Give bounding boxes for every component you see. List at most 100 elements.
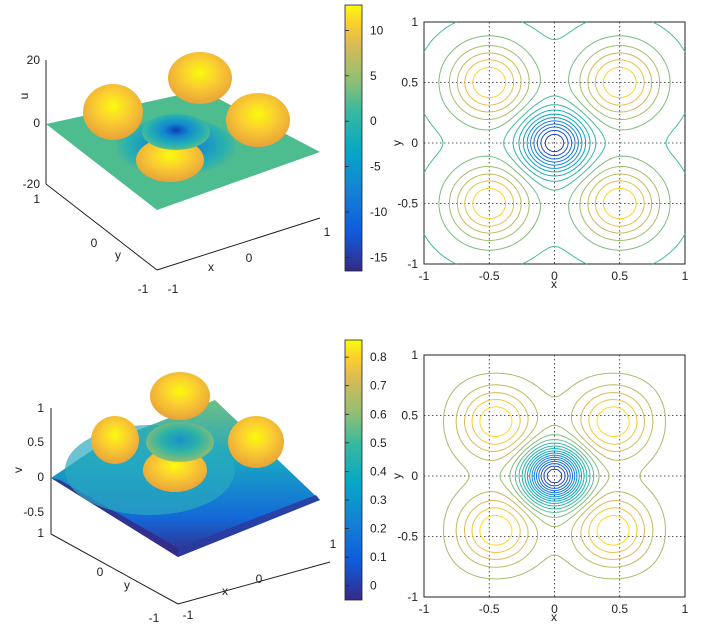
contour-u-ylabel: y [390,140,404,146]
contour-line [438,35,671,251]
y-tick-label: 0 [411,136,418,150]
contour-line [456,52,653,234]
surface-v-ytick: 1 [37,526,44,540]
surface-u-zlabel: u [17,93,31,100]
contour-v-lines [443,372,666,580]
contour-line [526,117,583,169]
y-tick-label: -1 [407,257,418,271]
colorbar-tick-label: -5 [370,160,381,174]
colorbar-tick-label: 0.7 [370,379,387,393]
colorbar-tick-label: -15 [370,250,388,264]
contour-plot-u: -1 -0.5 0 0.5 1 1 0.5 0 -0.5 -1 x y [390,15,689,291]
x-tick-label: -0.5 [479,269,500,283]
contour-line [526,450,583,502]
contour-line [521,445,588,507]
contour-v-ylabel: y [390,473,404,479]
surface-u-box [45,60,321,271]
colorbar-tick-label: 0.3 [370,493,387,507]
contour-line [443,372,666,580]
y-tick-label: 0.5 [401,76,418,90]
contour-line [479,406,630,546]
x-tick-label: 0.5 [611,269,628,283]
surface-v-ztick: 1 [37,401,44,415]
x-tick-label: 0 [551,269,558,283]
contour-v-xlabel: x [551,610,557,624]
contour-line [544,133,565,153]
contour-u-xlabel: x [551,277,557,291]
surface-v-ylabel: y [124,578,130,592]
surface-u-xtick: -1 [168,282,179,296]
contour-line [522,113,587,173]
colorbar-tick-label: 0.5 [370,436,387,450]
colorbar-tick-label: 0.8 [370,350,387,364]
colorbar-tick-label: 0 [370,579,377,593]
x-tick-label: 1 [682,602,689,616]
y-tick-label: 0 [411,469,418,483]
x-tick-label: -0.5 [479,602,500,616]
surface-u-ytick: 0 [91,236,98,250]
y-tick-label: -0.5 [397,530,418,544]
contour-line [448,45,661,241]
contour-u-lines [423,21,686,265]
surface-u-ztick: 20 [27,53,41,67]
surface-u-ylabel: y [115,248,121,262]
surface-v-ytick: 0 [97,565,104,579]
contour-line [543,465,566,487]
surface-plot-v: v 1 0.5 0 -0.5 1 0 -1 y -1 0 1 x [11,372,337,625]
x-tick-label: 0 [551,602,558,616]
contour-line [518,442,591,510]
contour-line [536,126,573,160]
contour-line [538,460,571,492]
surface-v-xtick: -1 [183,608,194,622]
x-tick-label: -1 [419,269,430,283]
surface-v-xtick: 1 [330,537,337,551]
contour-line [518,109,591,177]
contour-line [533,456,576,496]
contour-line [531,454,578,498]
y-tick-label: 1 [411,348,418,362]
contour-v-grid [424,355,685,597]
contour-line [535,458,574,494]
contour-line [464,59,645,227]
surface-plot-u: u 20 0 -20 1 0 -1 y -1 0 1 x [17,52,331,296]
y-tick-label: -1 [407,590,418,604]
contour-line [472,66,637,220]
surface-v-xlabel: x [222,584,228,598]
colorbar-tick-label: 0 [370,114,377,128]
contour-line [530,120,579,166]
contour-u-ticks: -1 -0.5 0 0.5 1 1 0.5 0 -0.5 -1 [397,15,688,283]
contour-line [540,463,569,489]
surface-u-ytick: 1 [33,192,40,206]
surface-v [51,372,320,557]
colorbar-tick-label: 10 [370,23,384,37]
contour-line [464,392,645,560]
contour-line [529,452,580,500]
contour-line [533,123,576,163]
contour-line [546,468,563,484]
contour-u-grid [424,22,685,264]
contour-line [509,434,600,518]
surface-v-zlabel: v [11,467,25,473]
colorbar-tick-label: 0.1 [370,550,387,564]
surface-u-xtick: 1 [324,225,331,239]
x-tick-label: -1 [419,602,430,616]
contour-line [471,399,638,553]
colorbar-v: 0.8 0.7 0.6 0.5 0.4 0.3 0.2 0.1 0 [344,339,387,601]
colorbar-tick-label: 5 [370,69,377,83]
surface-u [46,52,320,210]
surface-v-ztick: 0.5 [27,435,44,449]
x-tick-label: 1 [682,269,689,283]
x-tick-label: 0.5 [611,602,628,616]
surface-u-ytick: -1 [138,282,149,296]
contour-line [455,384,654,568]
contour-plot-v: -1 -0.5 0 0.5 1 1 0.5 0 -0.5 -1 x y [390,348,689,624]
y-tick-label: -0.5 [397,197,418,211]
contour-line [423,21,686,265]
colorbar-tick-label: 0.4 [370,464,387,478]
surface-u-xtick: 0 [246,251,253,265]
surface-u-ztick: -20 [23,177,41,191]
surface-v-box [50,408,331,605]
surface-v-xtick: 0 [256,572,263,586]
contour-line [524,448,585,504]
